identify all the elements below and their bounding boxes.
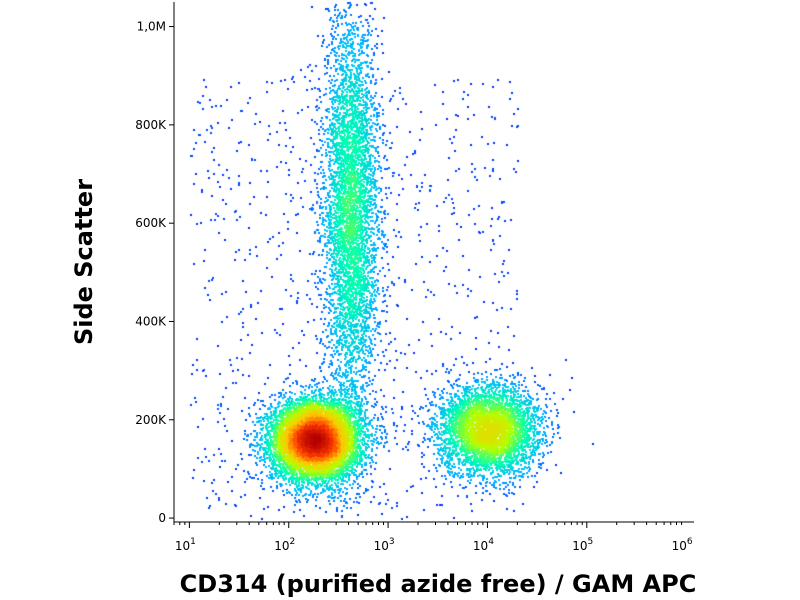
y-tick-label: 600K bbox=[135, 216, 167, 230]
y-tick-label: 200K bbox=[135, 413, 167, 427]
x-tick-label: 104 bbox=[473, 537, 494, 553]
y-tick-label: 0 bbox=[158, 511, 166, 525]
y-tick-label: 800K bbox=[135, 118, 167, 132]
x-tick-label: 105 bbox=[572, 537, 593, 553]
x-tick-label: 101 bbox=[175, 537, 196, 553]
x-tick-label: 102 bbox=[274, 537, 295, 553]
y-tick-label: 400K bbox=[135, 314, 167, 328]
x-tick-label: 106 bbox=[672, 537, 693, 553]
y-tick-label: 1,0M bbox=[137, 20, 166, 34]
y-axis-title: Side Scatter bbox=[70, 179, 98, 345]
x-axis-title: CD314 (purified azide free) / GAM APC bbox=[180, 570, 697, 598]
x-tick-label: 103 bbox=[374, 537, 395, 553]
